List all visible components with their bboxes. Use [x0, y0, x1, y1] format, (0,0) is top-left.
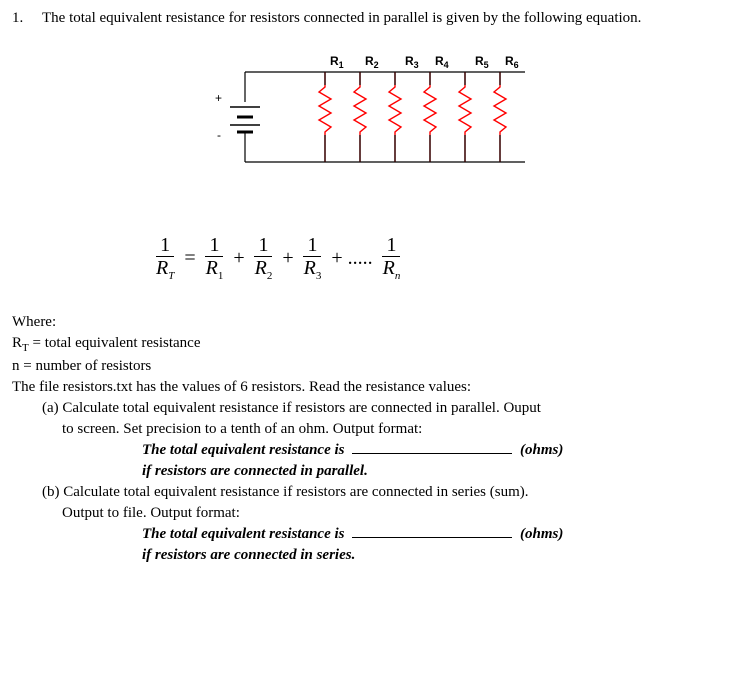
- frac-r2: 1 R2: [251, 234, 277, 282]
- question-intro: 1. The total equivalent resistance for r…: [12, 8, 738, 29]
- output-format-a2: if resistors are connected in parallel.: [142, 461, 738, 482]
- part-a-line1: (a) Calculate total equivalent resistanc…: [42, 398, 738, 419]
- svg-text:-: -: [217, 128, 221, 142]
- question-text: The total equivalent resistance for resi…: [42, 8, 641, 29]
- part-a-line2: to screen. Set precision to a tenth of a…: [62, 419, 738, 440]
- where-heading: Where:: [12, 312, 738, 333]
- output-format-a1: The total equivalent resistance is (ohms…: [142, 440, 738, 461]
- plus1: +: [233, 244, 244, 272]
- where-block: Where: RT = total equivalent resistance …: [12, 312, 738, 566]
- svg-text:R5: R5: [475, 54, 489, 70]
- svg-text:R4: R4: [435, 54, 449, 70]
- question-number: 1.: [12, 8, 28, 29]
- frac-rt: 1 RT: [152, 234, 178, 282]
- equals: =: [184, 244, 195, 272]
- svg-text:R2: R2: [365, 54, 379, 70]
- svg-text:+: +: [215, 91, 222, 105]
- plus2: +: [282, 244, 293, 272]
- part-b-line2: Output to file. Output format:: [62, 503, 738, 524]
- formula: 1 RT = 1 R1 + 1 R2 + 1 R3 + ..... 1 Rn: [152, 234, 738, 282]
- frac-rn: 1 Rn: [379, 234, 405, 282]
- file-line: The file resistors.txt has the values of…: [12, 377, 738, 398]
- ellipsis: + .....: [331, 244, 372, 272]
- circuit-diagram: R1 R2 R3 R4 R5 R6 + -: [12, 47, 738, 194]
- part-b-line1: (b) Calculate total equivalent resistanc…: [42, 482, 738, 503]
- frac-r1: 1 R1: [202, 234, 228, 282]
- svg-text:R1: R1: [330, 54, 344, 70]
- frac-r3: 1 R3: [300, 234, 326, 282]
- svg-text:R6: R6: [505, 54, 519, 70]
- where-n: n = number of resistors: [12, 356, 738, 377]
- svg-text:R3: R3: [405, 54, 419, 70]
- output-format-b1: The total equivalent resistance is (ohms…: [142, 524, 738, 545]
- where-rt: RT = total equivalent resistance: [12, 333, 738, 356]
- output-format-b2: if resistors are connected in series.: [142, 545, 738, 566]
